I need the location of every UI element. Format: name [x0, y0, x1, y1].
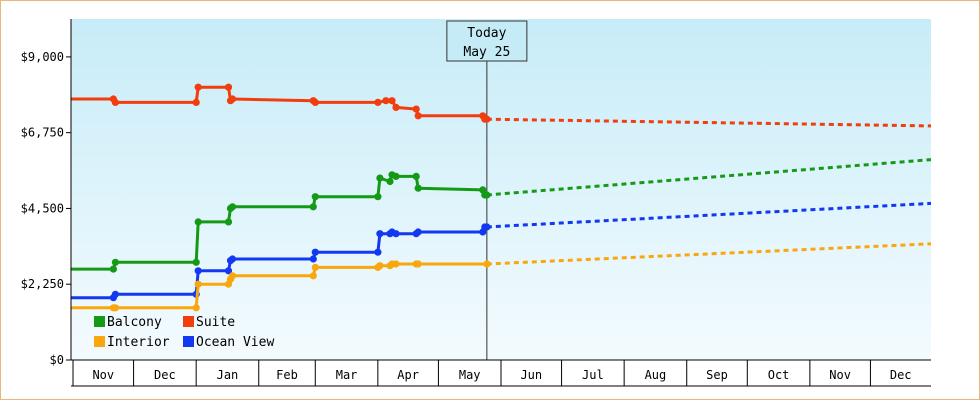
x-month-label: Sep [706, 368, 728, 382]
data-point [374, 248, 382, 256]
axes: $0 $2,250 $4,500 $6,750 $9,000 Nov Dec Jan Feb Ma… [21, 19, 931, 387]
data-point [192, 98, 200, 106]
data-point [111, 258, 119, 266]
data-point [386, 177, 394, 186]
data-point [376, 262, 384, 270]
legend-label: Balcony [107, 315, 162, 330]
forecast-line [486, 158, 932, 197]
legend-item: Balcony [94, 315, 162, 330]
today-label: Today [467, 26, 506, 41]
x-month-label: Dec [154, 368, 176, 382]
data-point [309, 203, 317, 211]
data-point [392, 172, 400, 180]
data-point [224, 267, 233, 275]
data-point [228, 272, 237, 280]
data-point [392, 260, 400, 268]
data-point [388, 97, 396, 105]
series-balcony [71, 158, 932, 273]
data-point [414, 228, 422, 236]
data-point [111, 290, 119, 298]
y-tick-label: $9,000 [21, 50, 64, 64]
data-point [228, 95, 237, 103]
data-point [192, 258, 200, 266]
data-point [111, 98, 119, 106]
legend-item: Ocean View [183, 335, 274, 350]
data-point [311, 263, 319, 271]
x-month-label: Jun [520, 368, 542, 382]
data-point [111, 304, 119, 312]
x-month-label: Mar [336, 368, 358, 382]
data-point [412, 172, 420, 180]
data-point [414, 260, 422, 268]
legend-swatch [183, 316, 194, 327]
y-tick-label: $4,500 [21, 201, 64, 215]
x-month-label: May [459, 368, 481, 382]
legend-label: Interior [107, 335, 170, 350]
x-month-label: Feb [276, 368, 298, 382]
data-point [192, 304, 200, 312]
today-marker: Today May 25 [446, 20, 528, 360]
series-layer [71, 83, 932, 312]
data-point [109, 265, 117, 273]
forecast-line [486, 117, 932, 128]
data-point [376, 174, 384, 182]
x-month-label: Aug [645, 368, 667, 382]
data-point [309, 272, 317, 280]
x-month-label: Nov [92, 368, 114, 382]
legend-swatch [183, 336, 194, 347]
data-point [194, 280, 202, 288]
data-point [376, 230, 384, 238]
series-suite [71, 83, 932, 128]
legend-item: Interior [94, 335, 170, 350]
data-point [412, 105, 420, 113]
data-point [311, 193, 319, 201]
legend-label: Suite [196, 315, 235, 330]
data-point [392, 230, 400, 238]
series-interior [71, 242, 932, 312]
data-point [392, 103, 400, 111]
data-point [194, 83, 202, 91]
forecast-line [486, 201, 932, 229]
x-month-label: Nov [829, 368, 851, 382]
today-date-label: May 25 [463, 45, 510, 60]
legend-item: Suite [183, 315, 235, 330]
legend-label: Ocean View [196, 335, 274, 350]
legend-swatch [94, 316, 105, 327]
data-point [228, 255, 237, 263]
y-tick-label: $2,250 [21, 277, 64, 291]
data-point [194, 267, 202, 275]
y-tick-label: $6,750 [21, 126, 64, 140]
data-point [382, 97, 390, 105]
legend: Balcony Suite Interior Ocean View [94, 315, 274, 350]
data-point [311, 248, 319, 256]
data-point [224, 83, 233, 91]
data-point [309, 255, 317, 263]
data-point [224, 218, 233, 226]
legend-swatch [94, 336, 105, 347]
x-month-label: Jul [582, 368, 604, 382]
forecast-line [486, 242, 932, 266]
data-point [228, 203, 237, 211]
y-tick-label: $0 [50, 353, 64, 367]
today-box [446, 20, 528, 62]
data-point [374, 193, 382, 201]
data-point [414, 112, 422, 120]
x-month-label: Jan [217, 368, 239, 382]
data-point [374, 98, 382, 106]
data-point [194, 218, 202, 226]
x-month-label: Oct [768, 368, 790, 382]
x-month-label: Apr [397, 368, 419, 382]
data-point [311, 98, 319, 106]
data-point [414, 184, 422, 192]
x-month-label: Dec [890, 368, 912, 382]
plot-area [71, 19, 931, 360]
